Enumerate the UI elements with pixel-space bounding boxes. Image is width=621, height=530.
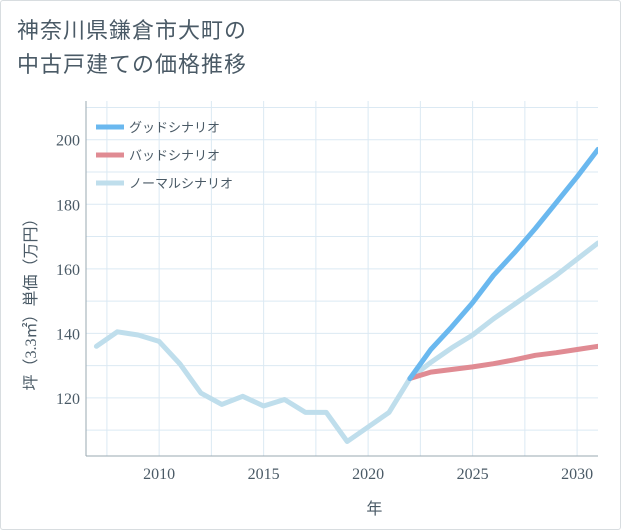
y-tick-label: 180 xyxy=(56,197,80,214)
legend-label: バッドシナリオ xyxy=(129,148,220,163)
x-tick-label: 2030 xyxy=(561,466,593,483)
y-tick-label: 140 xyxy=(56,326,80,343)
series-line-1 xyxy=(407,146,598,381)
chart-title-line-1: 神奈川県鎌倉市大町の xyxy=(17,19,248,44)
x-axis-title: 年 xyxy=(366,500,382,518)
x-tick-label: 2020 xyxy=(352,466,384,483)
x-tick-label: 2015 xyxy=(248,466,280,483)
y-tick-label: 120 xyxy=(56,391,80,408)
chart-title: 神奈川県鎌倉市大町の 中古戸建ての価格推移 xyxy=(17,15,247,83)
y-tick-label: 160 xyxy=(56,262,80,279)
y-axis-title: 坪（3.3㎡）単価（万円） xyxy=(22,210,40,390)
series-line-2 xyxy=(407,343,598,381)
series-group xyxy=(93,146,598,444)
x-tick-label: 2025 xyxy=(457,466,489,483)
legend-label: グッドシナリオ xyxy=(129,120,220,135)
x-tick-label: 2010 xyxy=(143,466,175,483)
series-line-3 xyxy=(93,240,598,444)
chart-title-line-2: 中古戸建ての価格推移 xyxy=(17,53,248,78)
legend-label: ノーマルシナリオ xyxy=(129,176,233,191)
y-tick-label: 200 xyxy=(56,133,80,150)
